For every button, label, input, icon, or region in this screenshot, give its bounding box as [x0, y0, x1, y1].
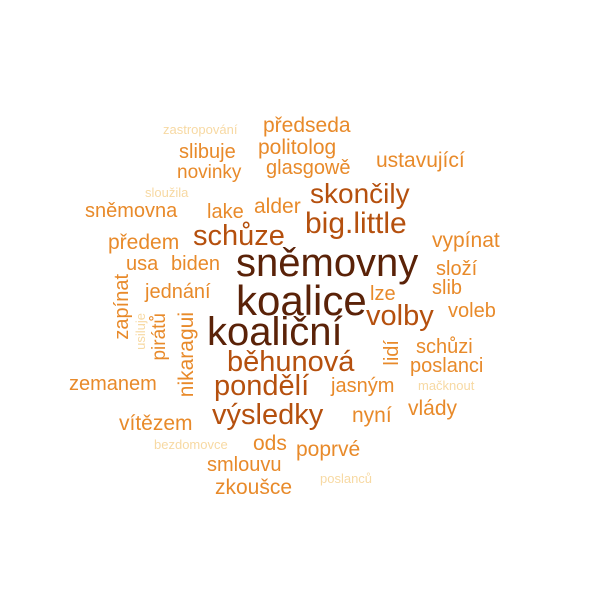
word-behunova: běhunová	[227, 346, 355, 378]
word-koalice: koalice	[236, 277, 367, 324]
word-vitezem: vítězem	[119, 412, 193, 435]
word-slib: slib	[432, 277, 463, 299]
word-biden: biden	[171, 253, 220, 275]
word-alder: alder	[254, 195, 301, 218]
word-novinky: novinky	[177, 162, 242, 183]
word-zapinat: zapínat	[111, 274, 133, 340]
word-biglittle: big.little	[305, 207, 407, 240]
word-pondeli: pondělí	[214, 370, 310, 402]
word-snemovny: sněmovny	[236, 241, 419, 285]
word-politolog: politolog	[258, 136, 337, 159]
word-predseda: předseda	[263, 114, 351, 137]
word-predem: předem	[108, 231, 180, 254]
word-skoncily: skončily	[310, 178, 410, 209]
word-smlouvu: smlouvu	[207, 454, 282, 476]
word-zkousce: zkoušce	[215, 476, 293, 499]
word-nyni: nyní	[352, 404, 392, 427]
word-poprve: poprvé	[296, 438, 361, 461]
word-piratu: pirátů	[149, 313, 170, 361]
word-jednani: jednání	[145, 281, 211, 303]
word-slibuje: slibuje	[179, 141, 236, 163]
word-vysledky: výsledky	[212, 399, 324, 431]
word-snemovna: sněmovna	[85, 200, 178, 222]
word-voleb: voleb	[448, 300, 496, 322]
word-zemanem: zemanem	[69, 373, 157, 395]
word-vypinat: vypínat	[432, 229, 500, 252]
word-usiluje: usiluje	[133, 313, 148, 350]
word-volby: volby	[366, 300, 434, 332]
word-koalicni: koaliční	[207, 310, 343, 354]
word-zastropovani: zastropování	[163, 122, 238, 137]
word-bezdomovce: bezdomovce	[154, 437, 228, 452]
word-schuzi: schůzi	[416, 336, 473, 358]
word-poslancu: poslanců	[320, 471, 373, 486]
word-vlady: vlády	[408, 397, 458, 420]
word-schuze: schůze	[193, 220, 285, 252]
word-glasgowe: glasgowě	[266, 157, 351, 179]
word-lidi: lidí	[381, 340, 403, 366]
word-ustavujici: ustavující	[376, 149, 465, 172]
word-ods: ods	[253, 432, 287, 455]
word-usa: usa	[126, 253, 159, 275]
word-nikaragui: nikaragui	[175, 312, 198, 398]
word-lze: lze	[370, 283, 396, 305]
word-poslanci: poslanci	[410, 355, 484, 377]
word-slouzila: sloužila	[145, 185, 189, 200]
word-macknout: mačknout	[418, 378, 475, 393]
word-slozi: složí	[436, 258, 478, 280]
word-lake: lake	[207, 201, 244, 223]
word-jasnym: jasným	[331, 375, 395, 397]
